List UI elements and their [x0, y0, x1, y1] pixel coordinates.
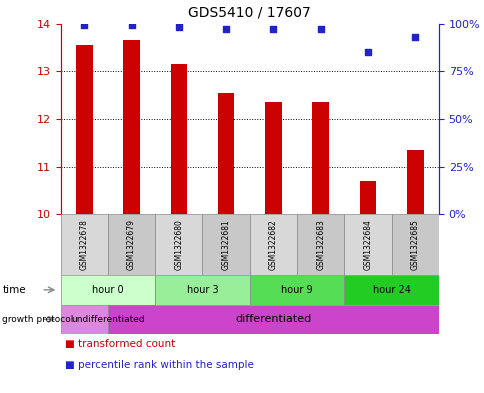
Text: GSM1322685: GSM1322685	[410, 219, 419, 270]
Bar	[202, 214, 249, 275]
Point	[175, 24, 182, 31]
Bar	[312, 102, 328, 214]
Bar	[60, 305, 155, 334]
Text: ■ percentile rank within the sample: ■ percentile rank within the sample	[65, 360, 254, 371]
Bar	[155, 214, 202, 275]
Text: differentiated: differentiated	[235, 314, 311, 324]
Text: GSM1322683: GSM1322683	[316, 219, 325, 270]
Text: GSM1322681: GSM1322681	[221, 219, 230, 270]
Text: GSM1322678: GSM1322678	[79, 219, 89, 270]
Bar	[107, 305, 438, 334]
Bar	[265, 102, 281, 214]
Bar	[217, 93, 234, 214]
Bar	[344, 214, 391, 275]
Bar	[391, 214, 438, 275]
Bar	[155, 275, 249, 305]
Bar	[296, 214, 344, 275]
Bar	[60, 275, 155, 305]
Title: GDS5410 / 17607: GDS5410 / 17607	[188, 6, 311, 20]
Point	[316, 26, 324, 33]
Text: growth protocol: growth protocol	[2, 315, 74, 324]
Text: undifferentiated: undifferentiated	[71, 315, 144, 324]
Text: ■ transformed count: ■ transformed count	[65, 339, 175, 349]
Text: hour 3: hour 3	[186, 285, 218, 295]
Point	[127, 22, 135, 29]
Bar	[60, 214, 107, 275]
Point	[269, 26, 277, 33]
Bar	[249, 275, 344, 305]
Point	[80, 22, 88, 29]
Bar	[123, 40, 139, 214]
Point	[410, 34, 418, 40]
Text: GSM1322680: GSM1322680	[174, 219, 183, 270]
Text: hour 24: hour 24	[372, 285, 410, 295]
Bar	[170, 64, 187, 214]
Bar	[249, 214, 296, 275]
Point	[363, 49, 371, 55]
Text: GSM1322679: GSM1322679	[127, 219, 136, 270]
Text: GSM1322684: GSM1322684	[363, 219, 372, 270]
Text: GSM1322682: GSM1322682	[268, 219, 277, 270]
Bar	[406, 150, 423, 214]
Bar	[359, 181, 376, 214]
Bar	[76, 45, 92, 214]
Bar	[344, 275, 438, 305]
Text: hour 0: hour 0	[92, 285, 123, 295]
Text: hour 9: hour 9	[281, 285, 312, 295]
Bar	[107, 214, 155, 275]
Text: time: time	[2, 285, 26, 295]
Point	[222, 26, 229, 33]
